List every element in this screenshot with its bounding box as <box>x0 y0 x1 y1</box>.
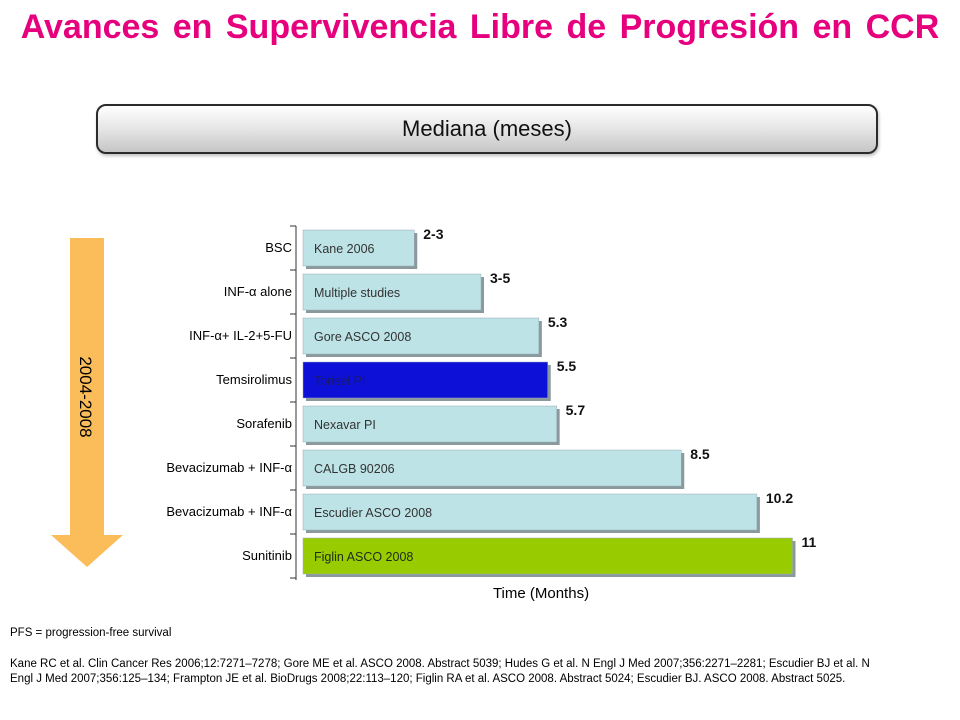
category-label: Bevacizumab + INF-α <box>166 460 292 475</box>
x-axis-label: Time (Months) <box>493 585 589 602</box>
bar <box>302 449 682 487</box>
bar <box>302 317 540 355</box>
bar-value-label: 3-5 <box>490 270 510 286</box>
references: Kane RC et al. Clin Cancer Res 2006;12:7… <box>10 658 870 685</box>
bar-value-label: 5.7 <box>566 402 586 418</box>
median-banner: Mediana (meses) <box>96 104 878 154</box>
bar <box>302 273 482 311</box>
category-label: INF-α+ IL-2+5-FU <box>189 328 292 343</box>
bar-value-label: 5.3 <box>548 314 568 330</box>
category-label: INF-α alone <box>224 284 292 299</box>
bar <box>302 405 557 443</box>
abbreviation-note: PFS = progression-free survival <box>10 627 172 639</box>
timeline-arrow-label: 2004-2008 <box>76 356 95 437</box>
bar <box>302 229 415 267</box>
bar-value-label: 2-3 <box>423 226 443 242</box>
bar-value-label: 5.5 <box>557 358 577 374</box>
bar-source-label: Torisel PI <box>314 374 365 388</box>
bar-value-label: 11 <box>802 534 817 550</box>
bar-source-label: Escudier ASCO 2008 <box>314 506 432 520</box>
category-label: Temsirolimus <box>216 372 292 387</box>
bar-source-label: Kane 2006 <box>314 242 375 256</box>
timeline-arrow <box>51 238 123 567</box>
bar-value-label: 8.5 <box>690 446 710 462</box>
bar-source-label: Gore ASCO 2008 <box>314 330 411 344</box>
banner-label: Mediana (meses) <box>402 116 572 141</box>
bar-source-label: Nexavar PI <box>314 418 376 432</box>
bar-value-label: 10.2 <box>766 490 793 506</box>
category-label: Sunitinib <box>242 548 292 563</box>
bar <box>302 361 548 399</box>
page-title: Avances en Supervivencia Libre de Progre… <box>20 8 940 46</box>
category-label: Bevacizumab + INF-α <box>166 504 292 519</box>
category-label: Sorafenib <box>236 416 292 431</box>
bar-source-label: Figlin ASCO 2008 <box>314 550 413 564</box>
bar <box>302 493 758 531</box>
bar-source-label: Multiple studies <box>314 286 400 300</box>
category-label: BSC <box>265 240 292 255</box>
bar <box>302 537 793 575</box>
bar-source-label: CALGB 90206 <box>314 462 395 476</box>
